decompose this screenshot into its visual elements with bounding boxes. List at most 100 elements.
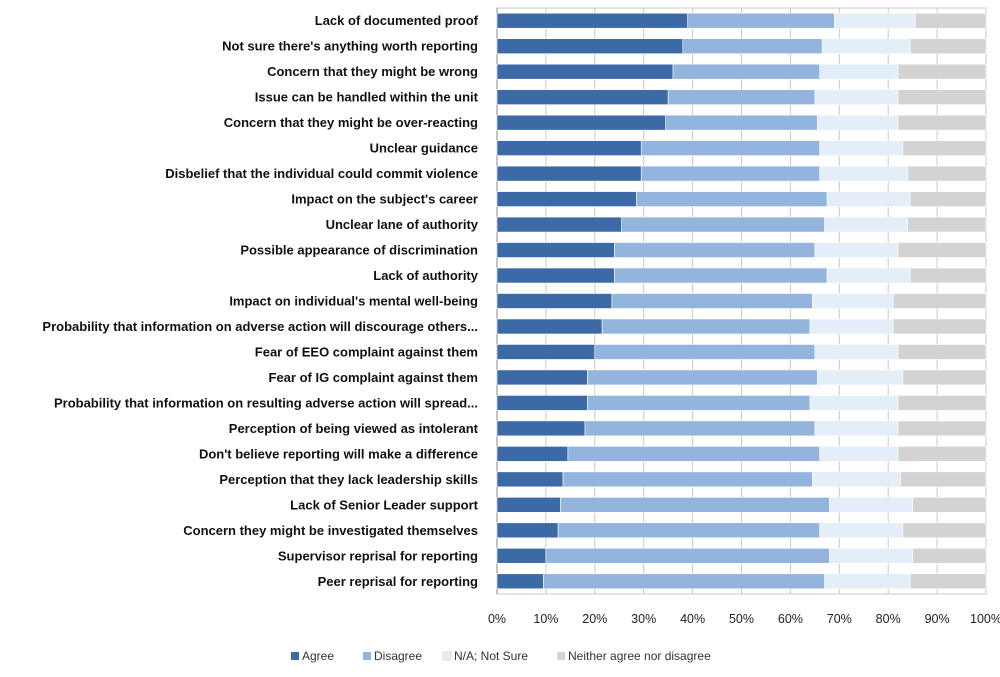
bar-segment-neither-agree-nor-disagree: [897, 114, 987, 131]
bar-segment-disagree: [621, 216, 825, 233]
bar-segment-n-a-not-sure: [814, 344, 899, 360]
category-label: Lack of Senior Leader support: [290, 497, 478, 512]
bar-segment-disagree: [667, 89, 816, 105]
category-label: Fear of IG complaint against them: [269, 370, 478, 385]
bar-segment-agree: [496, 344, 596, 360]
x-tick-label: 40%: [680, 612, 705, 626]
category-label: Perception that they lack leadership ski…: [219, 472, 478, 487]
legend-swatch: [363, 652, 371, 660]
bar-segment-disagree: [545, 547, 830, 564]
x-tick-label: 0%: [488, 612, 506, 626]
x-tick-label: 100%: [970, 612, 1000, 626]
bar-segment-agree: [496, 318, 603, 335]
bar-segment-n-a-not-sure: [816, 114, 899, 131]
bar-segment-n-a-not-sure: [819, 63, 899, 80]
x-tick-label: 70%: [827, 612, 852, 626]
bar-segment-neither-agree-nor-disagree: [902, 140, 987, 156]
x-tick-label: 90%: [925, 612, 950, 626]
category-label: Not sure there's anything worth reportin…: [222, 39, 478, 54]
bar-segment-agree: [496, 420, 586, 437]
bar-segment-neither-agree-nor-disagree: [897, 344, 987, 360]
category-label: Probability that information on adverse …: [42, 319, 478, 334]
bar-segment-neither-agree-nor-disagree: [892, 318, 987, 335]
bar-segment-neither-agree-nor-disagree: [909, 267, 987, 284]
bar-segment-disagree: [587, 369, 818, 386]
bar-segment-neither-agree-nor-disagree: [900, 471, 987, 488]
bar-segment-n-a-not-sure: [814, 242, 899, 258]
bar-segment-n-a-not-sure: [824, 216, 909, 233]
bar-segment-disagree: [557, 522, 821, 539]
category-label: Supervisor reprisal for reporting: [278, 548, 478, 563]
bar-segment-n-a-not-sure: [819, 446, 899, 462]
bar-segment-neither-agree-nor-disagree: [897, 242, 987, 258]
bar-segment-neither-agree-nor-disagree: [902, 522, 987, 539]
bar-segment-agree: [496, 38, 684, 55]
bar-segment-agree: [496, 293, 613, 309]
x-tick-label: 80%: [876, 612, 901, 626]
legend-label: N/A; Not Sure: [454, 649, 528, 663]
bar-segment-agree: [496, 369, 588, 386]
bar-segment-neither-agree-nor-disagree: [907, 165, 987, 182]
legend-label: Disagree: [374, 649, 422, 663]
bar-segment-n-a-not-sure: [826, 267, 911, 284]
bar-segment-disagree: [560, 497, 830, 513]
bar-segment-neither-agree-nor-disagree: [909, 38, 987, 55]
category-label: Unclear lane of authority: [326, 217, 479, 232]
legend-label: Neither agree nor disagree: [568, 649, 711, 663]
legend-label: Agree: [302, 649, 334, 663]
legend-swatch: [291, 652, 299, 660]
bar-segment-agree: [496, 573, 544, 590]
bar-segment-agree: [496, 140, 642, 156]
bar-segment-agree: [496, 242, 615, 258]
bar-segment-n-a-not-sure: [829, 497, 913, 513]
category-label: Lack of documented proof: [315, 13, 479, 28]
category-label: Concern they might be investigated thems…: [183, 523, 478, 538]
category-label: Perception of being viewed as intolerant: [229, 421, 479, 436]
bar-segment-neither-agree-nor-disagree: [907, 216, 987, 233]
bar-segment-agree: [496, 12, 689, 29]
bar-segment-n-a-not-sure: [812, 471, 901, 488]
bar-segment-agree: [496, 395, 588, 411]
bar-segment-n-a-not-sure: [809, 318, 894, 335]
category-label: Impact on the subject's career: [291, 192, 478, 207]
bar-segment-neither-agree-nor-disagree: [912, 547, 987, 564]
bar-segment-neither-agree-nor-disagree: [897, 395, 987, 411]
bar-segment-disagree: [640, 165, 821, 182]
category-label: Impact on individual's mental well-being: [229, 294, 478, 309]
bar-segment-disagree: [640, 140, 821, 156]
category-label: Issue can be handled within the unit: [255, 90, 479, 105]
category-label: Lack of authority: [373, 268, 479, 283]
category-label: Concern that they might be over-reacting: [224, 115, 478, 130]
category-label: Unclear guidance: [370, 141, 478, 156]
bar-segment-neither-agree-nor-disagree: [902, 369, 987, 386]
category-label: Possible appearance of discrimination: [240, 243, 478, 258]
bar-segment-agree: [496, 547, 547, 564]
bar-segment-disagree: [587, 395, 811, 411]
bar-segment-n-a-not-sure: [826, 191, 911, 207]
bar-segment-neither-agree-nor-disagree: [897, 446, 987, 462]
bar-segment-neither-agree-nor-disagree: [909, 573, 987, 590]
bar-segment-n-a-not-sure: [819, 522, 904, 539]
bar-segment-disagree: [543, 573, 825, 590]
bar-segment-disagree: [665, 114, 818, 131]
bar-segment-agree: [496, 497, 561, 513]
bar-segment-agree: [496, 471, 564, 488]
bar-segment-agree: [496, 89, 669, 105]
category-label: Don't believe reporting will make a diff…: [199, 446, 478, 461]
bar-segment-agree: [496, 63, 674, 80]
bar-segment-n-a-not-sure: [821, 38, 911, 55]
legend-swatch: [442, 651, 452, 661]
bar-segment-n-a-not-sure: [809, 395, 899, 411]
bar-segment-disagree: [636, 191, 828, 207]
bar-segment-neither-agree-nor-disagree: [897, 63, 987, 80]
bar-segment-agree: [496, 446, 569, 462]
bar-segment-disagree: [614, 242, 816, 258]
bar-segment-agree: [496, 114, 667, 131]
bar-segment-n-a-not-sure: [812, 293, 894, 309]
bar-segment-n-a-not-sure: [829, 547, 913, 564]
bar-segment-neither-agree-nor-disagree: [914, 12, 987, 29]
x-tick-label: 60%: [778, 612, 803, 626]
bar-segment-disagree: [601, 318, 811, 335]
